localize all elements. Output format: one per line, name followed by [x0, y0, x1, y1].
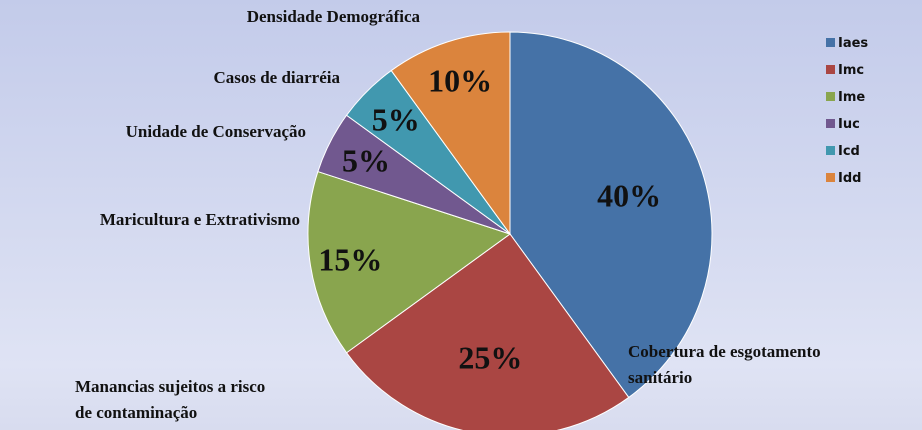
- data-label: 25%: [458, 340, 522, 376]
- legend-swatch: [826, 146, 835, 155]
- legend-label: Iuc: [838, 117, 860, 132]
- legend-label: Imc: [838, 63, 864, 78]
- pie-slice: [307, 170, 512, 354]
- legend-swatch: [826, 119, 835, 128]
- pie-slice: [345, 233, 630, 430]
- category-label: sanitário: [628, 368, 692, 387]
- legend-label: Icd: [838, 144, 860, 159]
- category-label: Manancias sujeitos a risco: [75, 377, 265, 396]
- legend-swatch: [826, 38, 835, 47]
- category-label: Densidade Demográfica: [247, 7, 421, 26]
- legend-swatch: [826, 173, 835, 182]
- category-label: Maricultura e Extrativismo: [100, 210, 300, 229]
- data-label: 5%: [372, 102, 420, 138]
- legend-label: Idd: [838, 171, 861, 186]
- category-label: Casos de diarréia: [213, 68, 340, 87]
- pie-slice: [509, 31, 713, 399]
- data-label: 15%: [318, 241, 382, 277]
- legend-label: Ime: [838, 90, 865, 105]
- legend-swatch: [826, 92, 835, 101]
- legend-label: Iaes: [838, 36, 868, 51]
- category-label: Unidade de Conservação: [126, 122, 306, 141]
- data-label: 40%: [597, 177, 661, 213]
- category-label: de contaminação: [75, 403, 197, 422]
- data-label: 10%: [428, 62, 492, 98]
- data-label: 5%: [342, 143, 390, 179]
- legend-swatch: [826, 65, 835, 74]
- category-label: Cobertura de esgotamento: [628, 342, 821, 361]
- pie-slice: [390, 31, 511, 236]
